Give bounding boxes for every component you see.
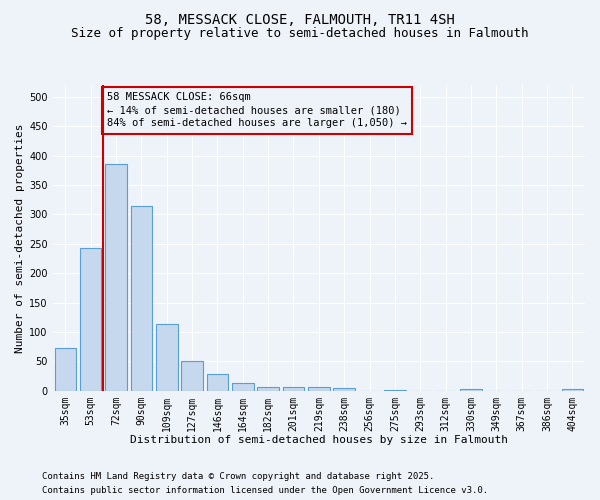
Y-axis label: Number of semi-detached properties: Number of semi-detached properties bbox=[15, 123, 25, 352]
Bar bbox=[80, 248, 101, 390]
Bar bbox=[460, 389, 482, 390]
Bar bbox=[206, 374, 228, 390]
Text: Size of property relative to semi-detached houses in Falmouth: Size of property relative to semi-detach… bbox=[71, 28, 529, 40]
Text: Contains HM Land Registry data © Crown copyright and database right 2025.: Contains HM Land Registry data © Crown c… bbox=[42, 472, 434, 481]
Text: Contains public sector information licensed under the Open Government Licence v3: Contains public sector information licen… bbox=[42, 486, 488, 495]
Bar bbox=[283, 386, 304, 390]
Bar bbox=[131, 206, 152, 390]
Bar bbox=[334, 388, 355, 390]
Bar bbox=[181, 362, 203, 390]
Bar bbox=[562, 389, 583, 390]
Bar bbox=[156, 324, 178, 390]
Text: 58, MESSACK CLOSE, FALMOUTH, TR11 4SH: 58, MESSACK CLOSE, FALMOUTH, TR11 4SH bbox=[145, 12, 455, 26]
Bar bbox=[232, 383, 254, 390]
Bar bbox=[55, 348, 76, 391]
Bar bbox=[105, 164, 127, 390]
Text: 58 MESSACK CLOSE: 66sqm
← 14% of semi-detached houses are smaller (180)
84% of s: 58 MESSACK CLOSE: 66sqm ← 14% of semi-de… bbox=[107, 92, 407, 128]
Bar bbox=[257, 386, 279, 390]
X-axis label: Distribution of semi-detached houses by size in Falmouth: Distribution of semi-detached houses by … bbox=[130, 435, 508, 445]
Bar bbox=[308, 386, 329, 390]
